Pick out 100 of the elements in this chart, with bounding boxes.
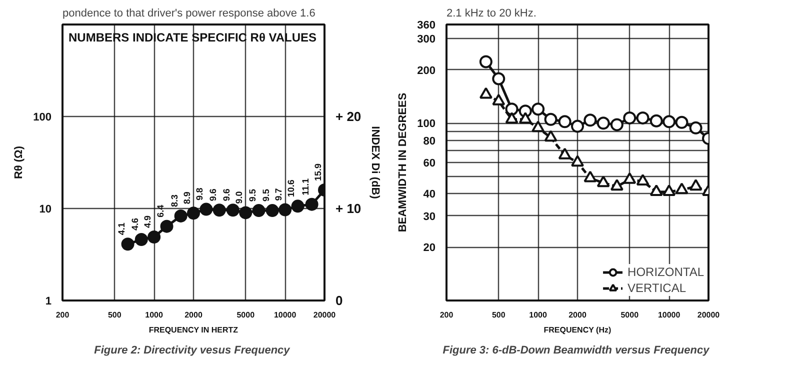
point — [121, 238, 134, 251]
point — [134, 233, 148, 246]
y2-tick-label: 0 — [336, 293, 343, 308]
point — [266, 204, 279, 218]
point — [291, 200, 304, 213]
point — [200, 202, 213, 216]
data-label: 4.6 — [130, 218, 140, 231]
point — [239, 206, 252, 220]
point — [584, 170, 597, 182]
text: 2.1 kHz to 20 kHz. — [446, 8, 536, 20]
point — [187, 206, 200, 220]
x-tick-label: 2000 — [184, 310, 203, 320]
data-label: 8.9 — [182, 192, 192, 204]
y-tick-label: 100 — [417, 118, 436, 130]
point — [662, 115, 676, 128]
point — [305, 198, 318, 211]
x-tick-label: 20000 — [697, 310, 720, 320]
point — [492, 72, 506, 86]
point — [610, 118, 624, 132]
point — [636, 111, 650, 124]
y-tick-label: 200 — [417, 64, 436, 77]
data-label: 8.3 — [169, 194, 180, 207]
x-tick-label: 10000 — [274, 310, 297, 320]
legend-label: VERTICAL — [628, 280, 686, 296]
point — [584, 114, 597, 127]
legend-label: HORIZONTAL — [628, 264, 704, 280]
y2-axis-title: INDEX Di (dB) — [369, 126, 382, 200]
point — [148, 230, 161, 244]
data-label: 9.6 — [208, 188, 218, 202]
y-tick-label: 40 — [423, 188, 436, 201]
y-tick-label: 80 — [423, 135, 436, 148]
point — [650, 184, 663, 196]
y-tick-label: 10 — [39, 204, 52, 216]
y2-tick-label: + 20 — [336, 109, 362, 124]
x-tick-label: 500 — [108, 310, 122, 320]
y-tick-label: 30 — [423, 210, 436, 223]
point — [571, 120, 584, 133]
point — [544, 130, 558, 142]
y-tick-label: 1 — [45, 296, 52, 308]
x-tick-label: 5000 — [620, 310, 640, 320]
data-label: 15.9 — [313, 163, 323, 181]
point — [623, 172, 636, 184]
point — [623, 111, 636, 124]
point — [650, 114, 663, 128]
x-tick-label: 200 — [56, 310, 70, 320]
point — [689, 179, 702, 191]
point — [689, 121, 702, 134]
x-tick-label: 10000 — [658, 310, 681, 320]
point — [532, 102, 545, 116]
y-tick-label: 60 — [423, 158, 436, 170]
point — [675, 116, 688, 129]
point — [505, 112, 518, 124]
data-label: 10.6 — [286, 180, 296, 198]
x-tick-label: 200 — [440, 310, 454, 320]
data-label: 9.0 — [234, 191, 244, 204]
point — [174, 209, 188, 222]
data-label: 9.5 — [247, 189, 258, 202]
x-tick-label: 500 — [492, 310, 506, 320]
point — [532, 120, 545, 132]
point — [212, 204, 226, 217]
x-tick-label: 1000 — [529, 310, 548, 320]
x-axis-title: FREQUENCY (Hz) — [544, 326, 612, 334]
point — [252, 204, 266, 218]
x-axis-title: FREQUENCY IN HERTZ — [148, 326, 238, 334]
point — [558, 148, 572, 160]
data-label: 6.4 — [155, 204, 166, 218]
data-label: 4.9 — [142, 215, 153, 228]
point — [518, 112, 532, 124]
point — [226, 204, 240, 217]
point — [596, 176, 610, 188]
point — [596, 116, 610, 130]
point — [636, 174, 650, 186]
x-tick-label: 5000 — [236, 310, 256, 320]
y2-tick-label: + 10 — [336, 201, 362, 216]
y-axis-title: BEAMWIDTH IN DEGREES — [397, 92, 410, 232]
point — [278, 203, 292, 216]
point — [610, 179, 624, 191]
text: Figure 2: Directivity vesus Frequency — [94, 344, 291, 356]
text: Figure 3: 6-dB-Down Beamwidth versus Frequency — [442, 344, 710, 356]
y-tick-label: 100 — [33, 112, 52, 124]
point — [479, 55, 492, 68]
data-label: 9.8 — [194, 188, 205, 200]
point — [571, 155, 584, 167]
point — [675, 182, 688, 194]
point — [558, 115, 572, 128]
y-tick-label: 360 — [417, 20, 436, 32]
x-tick-label: 2000 — [568, 310, 587, 320]
point — [544, 112, 558, 126]
data-label: 11.1 — [300, 178, 310, 196]
x-tick-label: 1000 — [145, 310, 164, 320]
data-label: 9.5 — [260, 189, 271, 202]
x-tick-label: 20000 — [313, 310, 336, 320]
data-label: 9.7 — [274, 188, 284, 201]
point — [160, 220, 174, 233]
text: pondence to that driver's power response above 1.6 — [62, 8, 316, 20]
data-label: 9.6 — [221, 188, 232, 202]
data-label: 4.1 — [116, 222, 126, 236]
y-tick-label: 300 — [417, 34, 436, 46]
y-tick-label: 20 — [423, 242, 436, 254]
point — [662, 184, 676, 196]
